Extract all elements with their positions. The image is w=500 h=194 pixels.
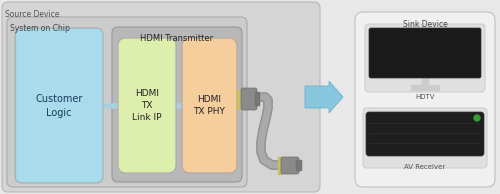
FancyBboxPatch shape — [182, 38, 237, 173]
FancyBboxPatch shape — [122, 42, 172, 169]
FancyBboxPatch shape — [18, 30, 103, 181]
FancyBboxPatch shape — [183, 39, 236, 172]
FancyBboxPatch shape — [184, 40, 235, 171]
Text: HDMI Transmitter: HDMI Transmitter — [140, 34, 214, 43]
FancyBboxPatch shape — [7, 17, 247, 187]
FancyBboxPatch shape — [281, 157, 299, 174]
FancyBboxPatch shape — [182, 38, 236, 173]
FancyBboxPatch shape — [118, 38, 176, 173]
Text: HDMI
TX PHY: HDMI TX PHY — [194, 95, 226, 116]
FancyBboxPatch shape — [22, 33, 103, 178]
FancyBboxPatch shape — [184, 41, 234, 170]
FancyBboxPatch shape — [118, 38, 176, 173]
Text: Sink Device: Sink Device — [402, 20, 448, 29]
FancyBboxPatch shape — [369, 28, 481, 78]
FancyBboxPatch shape — [122, 42, 172, 169]
FancyBboxPatch shape — [16, 29, 103, 182]
FancyBboxPatch shape — [120, 41, 174, 170]
FancyBboxPatch shape — [186, 42, 233, 169]
FancyBboxPatch shape — [17, 29, 103, 182]
Bar — [411, 85, 439, 90]
FancyBboxPatch shape — [15, 28, 103, 183]
FancyBboxPatch shape — [184, 40, 235, 171]
FancyBboxPatch shape — [183, 39, 236, 172]
Text: System on Chip: System on Chip — [10, 24, 70, 33]
FancyBboxPatch shape — [15, 28, 103, 183]
FancyBboxPatch shape — [18, 29, 103, 182]
FancyBboxPatch shape — [120, 40, 174, 171]
FancyBboxPatch shape — [255, 92, 260, 106]
FancyBboxPatch shape — [20, 31, 103, 180]
FancyBboxPatch shape — [122, 41, 172, 170]
Bar — [278, 157, 281, 174]
FancyBboxPatch shape — [24, 33, 103, 178]
FancyBboxPatch shape — [185, 41, 234, 170]
FancyBboxPatch shape — [366, 112, 484, 156]
FancyBboxPatch shape — [22, 32, 103, 179]
Bar — [237, 90, 241, 108]
FancyBboxPatch shape — [118, 39, 176, 172]
Text: Source Device: Source Device — [5, 10, 60, 19]
Text: HDMI
TX
Link IP: HDMI TX Link IP — [132, 88, 162, 122]
FancyBboxPatch shape — [16, 28, 103, 183]
FancyBboxPatch shape — [20, 31, 103, 180]
FancyArrow shape — [305, 81, 343, 113]
FancyBboxPatch shape — [182, 39, 236, 172]
FancyBboxPatch shape — [184, 40, 236, 171]
FancyBboxPatch shape — [118, 38, 176, 173]
FancyBboxPatch shape — [112, 27, 242, 182]
FancyBboxPatch shape — [186, 41, 234, 170]
FancyBboxPatch shape — [355, 12, 495, 187]
FancyBboxPatch shape — [184, 40, 234, 171]
Text: Customer
Logic: Customer Logic — [36, 94, 82, 118]
FancyBboxPatch shape — [119, 39, 175, 172]
FancyBboxPatch shape — [24, 33, 103, 178]
FancyBboxPatch shape — [182, 38, 237, 173]
FancyBboxPatch shape — [119, 39, 175, 172]
FancyBboxPatch shape — [21, 32, 103, 179]
Text: AV Receiver: AV Receiver — [404, 164, 446, 170]
FancyBboxPatch shape — [19, 30, 103, 181]
FancyBboxPatch shape — [296, 160, 302, 171]
FancyBboxPatch shape — [22, 32, 103, 179]
FancyBboxPatch shape — [365, 24, 485, 92]
Circle shape — [474, 115, 480, 121]
FancyBboxPatch shape — [23, 33, 103, 178]
FancyBboxPatch shape — [18, 30, 103, 181]
FancyBboxPatch shape — [120, 40, 174, 171]
FancyBboxPatch shape — [120, 40, 174, 171]
FancyBboxPatch shape — [186, 42, 234, 169]
FancyBboxPatch shape — [20, 31, 103, 180]
FancyBboxPatch shape — [120, 40, 174, 171]
FancyBboxPatch shape — [2, 2, 320, 192]
FancyBboxPatch shape — [241, 88, 257, 110]
Bar — [422, 78, 428, 86]
FancyBboxPatch shape — [363, 108, 487, 168]
FancyBboxPatch shape — [121, 41, 173, 170]
FancyBboxPatch shape — [16, 29, 103, 182]
Text: HDTV: HDTV — [415, 94, 435, 100]
